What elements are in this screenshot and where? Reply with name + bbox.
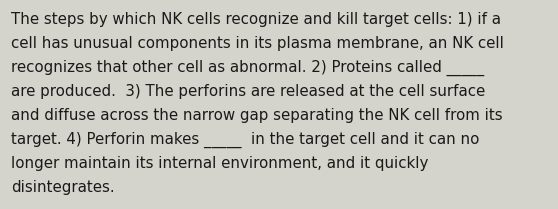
Text: longer maintain its internal environment, and it quickly: longer maintain its internal environment…: [11, 156, 429, 171]
Text: The steps by which NK cells recognize and kill target cells: 1) if a: The steps by which NK cells recognize an…: [11, 12, 501, 27]
Text: disintegrates.: disintegrates.: [11, 180, 114, 195]
Text: target. 4) Perforin makes _____  in the target cell and it can no: target. 4) Perforin makes _____ in the t…: [11, 132, 479, 148]
Text: cell has unusual components in its plasma membrane, an NK cell: cell has unusual components in its plasm…: [11, 36, 504, 51]
Text: and diffuse across the narrow gap separating the NK cell from its: and diffuse across the narrow gap separa…: [11, 108, 503, 123]
Text: are produced.  3) The perforins are released at the cell surface: are produced. 3) The perforins are relea…: [11, 84, 485, 99]
Text: recognizes that other cell as abnormal. 2) Proteins called _____: recognizes that other cell as abnormal. …: [11, 60, 489, 76]
